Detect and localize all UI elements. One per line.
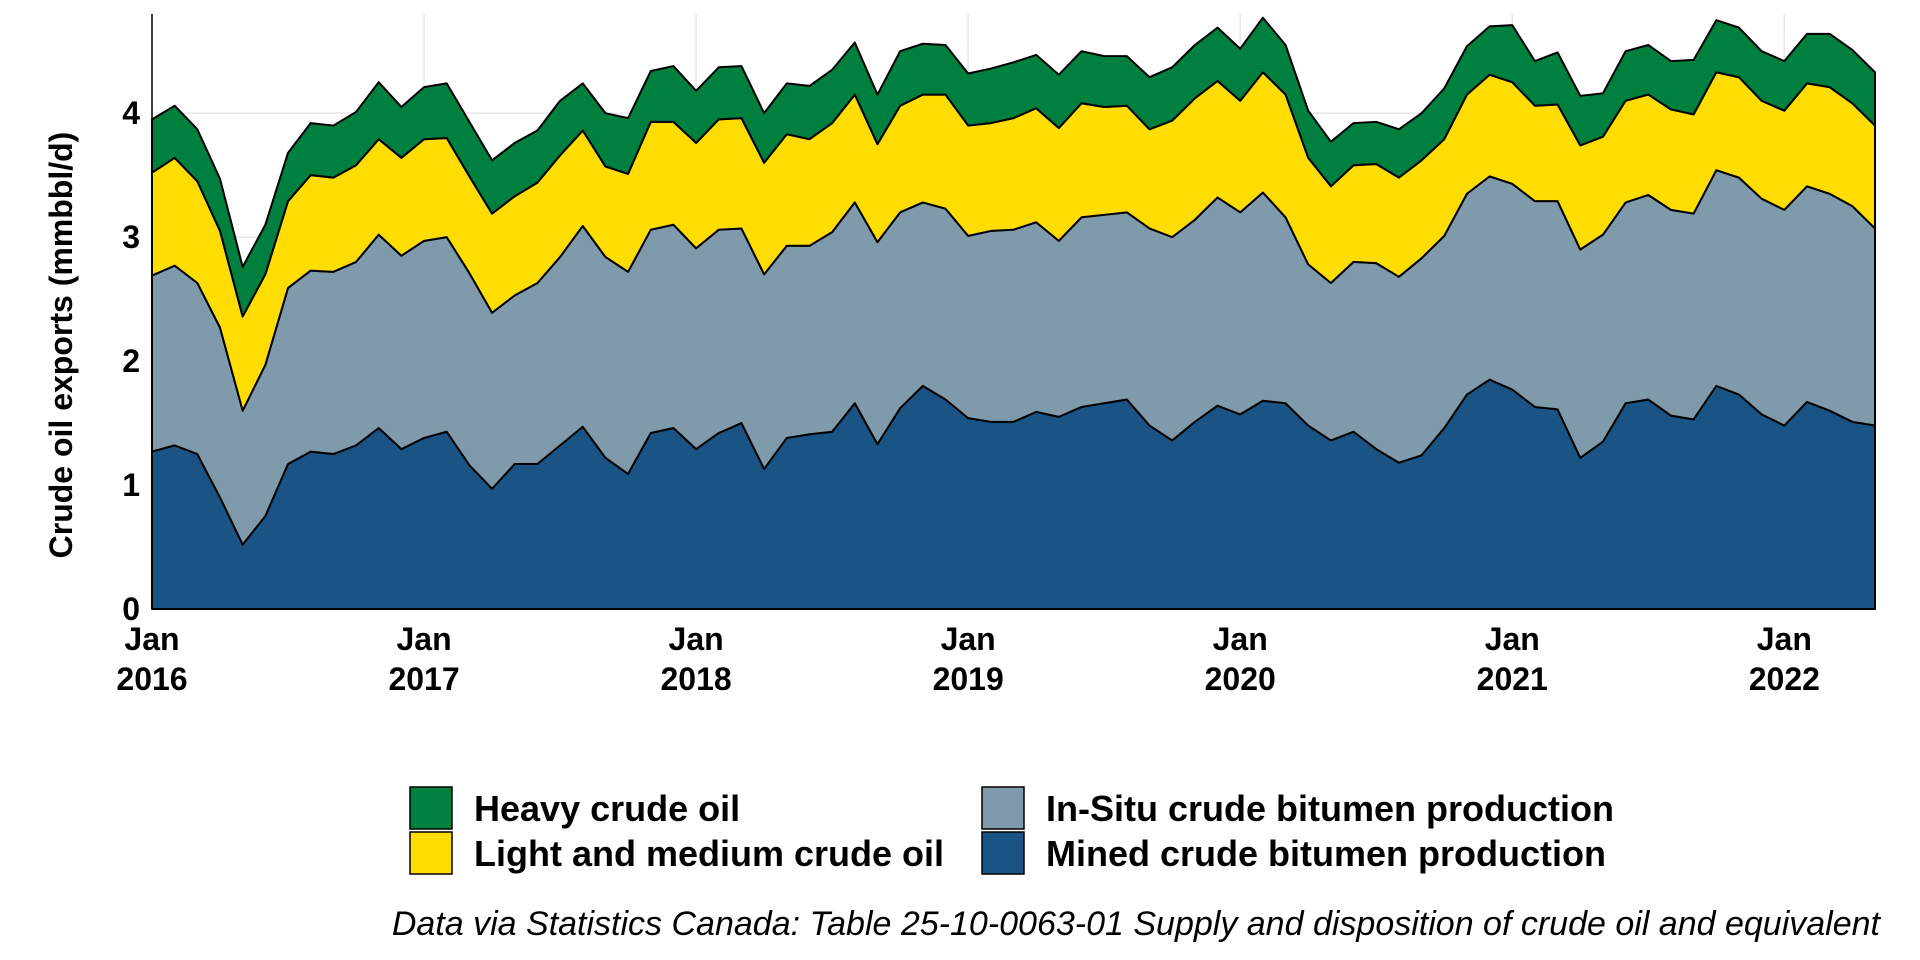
legend-label-mined-crude-bitumen-production: Mined crude bitumen production [1046, 833, 1606, 874]
legend-swatch-in-situ-crude-bitumen-production [981, 786, 1025, 830]
x-tick-label-month: Jan [396, 621, 451, 657]
x-tick-label-year: 2016 [116, 661, 187, 697]
legend-swatch-heavy-crude-oil [409, 786, 453, 830]
axes: 0 1 2 3 4 Jan 2016 Jan 2017 Jan 2018 Jan 2019 Jan 2020… [116, 14, 1820, 697]
x-tick-label-month: Jan [1757, 621, 1812, 657]
x-tick-label-month: Jan [1485, 621, 1540, 657]
x-tick-label-month: Jan [124, 621, 179, 657]
legend-label-heavy-crude-oil: Heavy crude oil [474, 788, 740, 829]
legend: Heavy crude oil In-Situ crude bitumen pro… [409, 786, 1614, 875]
y-tick-label: 0 [122, 591, 140, 627]
x-tick-label-year: 2021 [1477, 661, 1548, 697]
area-series-layer [151, 16, 1876, 610]
y-tick-label: 2 [122, 343, 140, 379]
source-caption: Data via Statistics Canada: Table 25-10-… [392, 905, 1882, 943]
x-tick-label-month: Jan [941, 621, 996, 657]
y-tick-label: 3 [122, 219, 140, 255]
y-axis-label: Crude oil exports (mmbbl/d) [43, 132, 79, 559]
x-tick-label-month: Jan [669, 621, 724, 657]
legend-label-in-situ-crude-bitumen-production: In-Situ crude bitumen production [1046, 788, 1614, 829]
area-series-heavy-crude-oil [151, 16, 1876, 318]
x-tick-label-year: 2019 [933, 661, 1004, 697]
y-tick-label: 4 [122, 95, 140, 131]
x-tick-label-year: 2020 [1205, 661, 1276, 697]
y-tick-label: 1 [122, 467, 140, 503]
legend-swatch-mined-crude-bitumen-production [981, 831, 1025, 875]
x-tick-label-year: 2022 [1749, 661, 1820, 697]
x-tick-label-year: 2018 [661, 661, 732, 697]
legend-swatch-light-and-medium-crude-oil [409, 831, 453, 875]
x-tick-label-month: Jan [1213, 621, 1268, 657]
x-tick-label-year: 2017 [388, 661, 459, 697]
legend-label-light-and-medium-crude-oil: Light and medium crude oil [474, 833, 944, 874]
